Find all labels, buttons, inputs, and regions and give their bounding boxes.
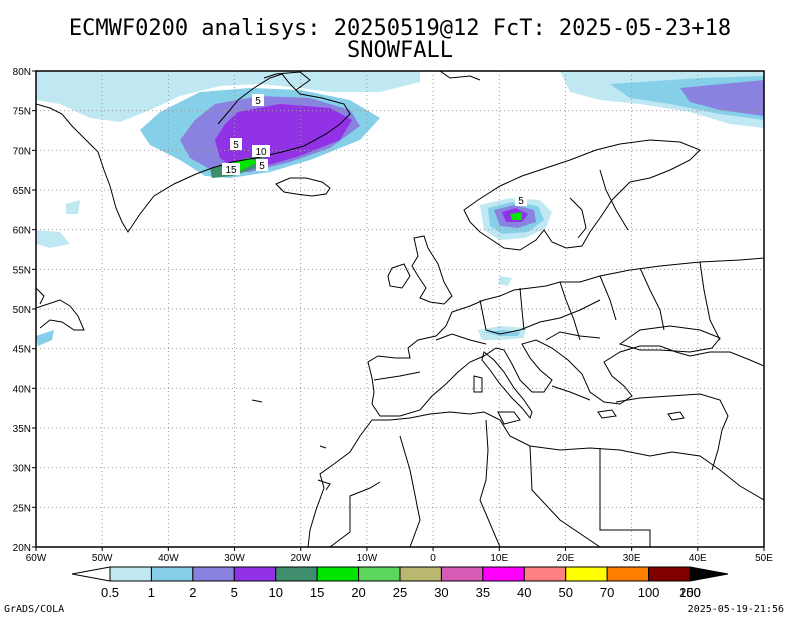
graticule [36,71,764,547]
map-title: ECMWF0200 analisys: 20250519@12 FcT: 202… [68,16,732,41]
colorbar-high-arrow [689,566,729,582]
contour-label: 5 [233,140,239,151]
colorbar-label: 15 [309,585,325,600]
colorbar-label: 5 [230,585,238,600]
colorbar-label: 100 [637,585,660,600]
coastlines [36,71,764,547]
colorbar-label: 25 [392,585,408,600]
colorbar-swatch [482,566,525,582]
colorbar-swatch [440,566,484,582]
colorbar-label: 40 [517,585,532,600]
lat-label: 40N [13,384,31,395]
colorbar-swatch [358,566,401,582]
colorbar-label: 200 [679,585,701,600]
lat-label: 60N [13,226,31,237]
lat-label: 65N [13,186,31,197]
colorbar-swatch [648,566,691,582]
colorbar-label: 70 [599,585,615,600]
lat-label: 75N [13,107,31,118]
contour-label: 5 [255,96,261,107]
longitude-labels: 60W 50W 40W 30W 20W 10W 0 10E 20E 30E 40E 50E [26,547,773,564]
lon-label: 20W [290,553,311,564]
colorbar [71,566,729,582]
lon-label: 20E [557,553,575,564]
lat-label: 45N [13,345,31,356]
colorbar-swatch [565,566,608,582]
lon-label: 50E [755,553,773,564]
latitude-labels: 80N 75N 70N 65N 60N 55N 50N 45N 40N 35N 30N 25N 20N [13,67,36,554]
colorbar-swatch [523,566,567,582]
colorbar-swatch [606,566,650,582]
contour-label: 5 [259,161,265,172]
lon-label: 40E [689,553,707,564]
map-subtitle: SNOWFALL [347,38,453,63]
lat-label: 30N [13,464,31,475]
lon-label: 30E [623,553,641,564]
lat-label: 70N [13,146,31,157]
colorbar-label: 150 [679,585,701,600]
lat-label: 55N [13,265,31,276]
contour-labels: 5 5 10 5 15 5 [222,94,527,207]
colorbar-label: 2 [189,585,197,600]
lat-label: 50N [13,305,31,316]
lon-label: 10W [357,553,378,564]
colorbar-label: 10 [268,585,283,600]
colorbar-swatch [109,566,152,582]
colorbar-low-arrow [71,566,111,582]
colorbar-label: 1 [147,585,156,600]
colorbar-swatch [275,566,318,582]
contour-label: 15 [225,165,237,176]
lon-label: 50W [92,553,113,564]
lat-label: 20N [13,543,31,554]
lat-label: 35N [13,424,31,435]
lat-label: 80N [13,67,31,78]
colorbar-label: 20 [351,585,366,600]
colorbar-label: 50 [558,585,573,600]
colorbar-swatch [316,566,360,582]
colorbar-swatch [233,566,277,582]
colorbar-label: 0.5 [100,585,120,600]
contour-label: 5 [518,196,524,207]
colorbar-swatch [150,566,194,582]
lon-label: 40W [158,553,179,564]
contour-label: 10 [255,147,267,158]
lat-label: 25N [13,503,31,514]
footer-credit: GrADS/COLA [4,604,65,615]
lon-label: 0 [430,553,436,564]
colorbar-label: 30 [434,585,449,600]
lon-label: 10E [490,553,508,564]
colorbar-label: 35 [475,585,491,600]
colorbar-swatch [399,566,442,582]
lon-label: 30W [224,553,245,564]
lon-label: 60W [26,553,47,564]
colorbar-swatch [192,566,235,582]
footer-timestamp: 2025-05-19-21:56 [687,604,784,615]
snowfall-shading [36,71,764,346]
